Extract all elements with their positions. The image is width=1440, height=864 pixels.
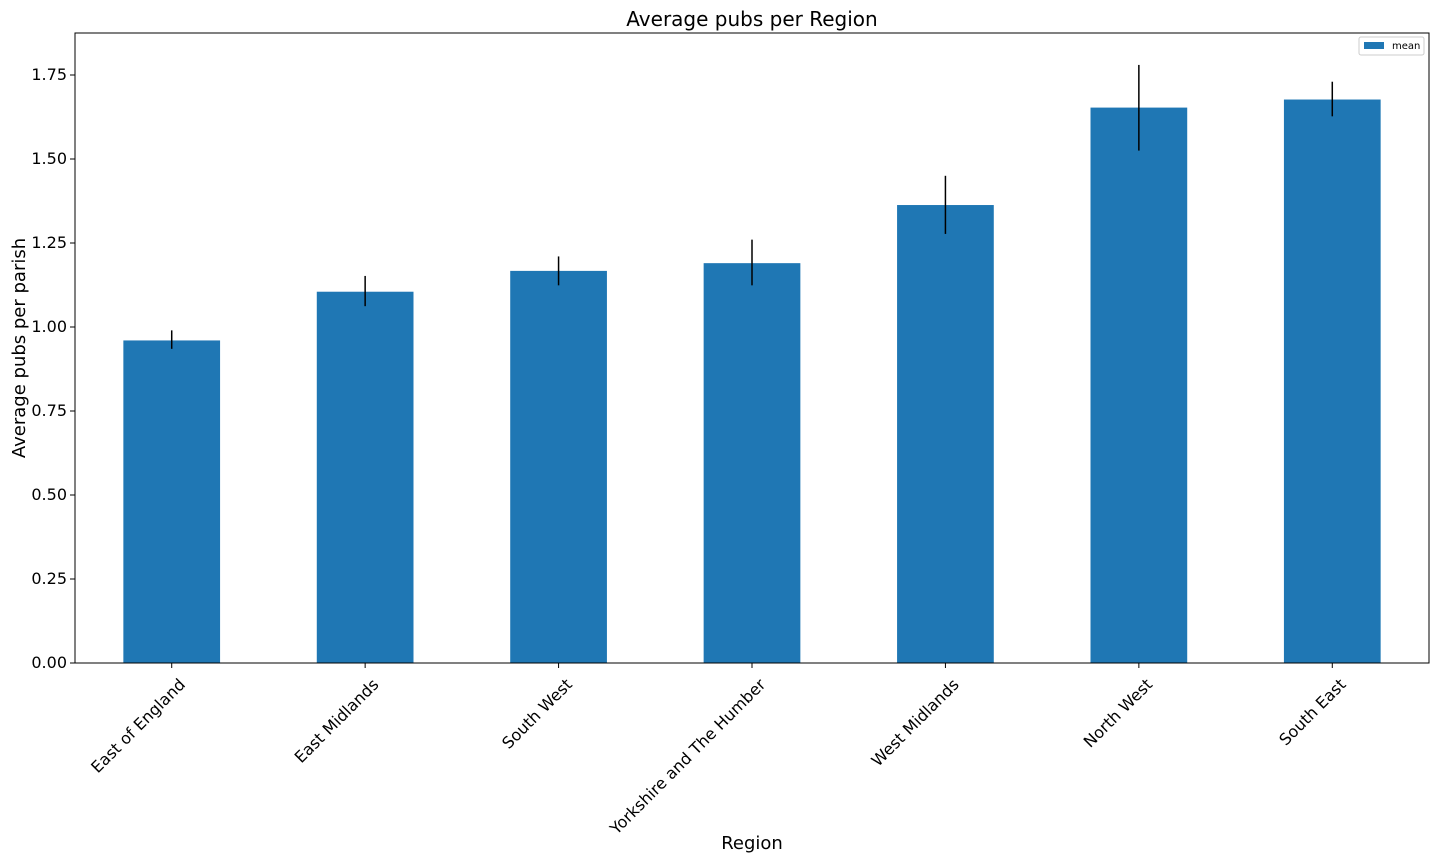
- legend-box: [1358, 36, 1425, 56]
- plot-frame: [74, 32, 1430, 664]
- bars: [123, 99, 1381, 664]
- x-axis: East of England East Midlands South West Yo…: [87, 663, 1350, 839]
- y-axis-title: Average pubs per parish: [9, 238, 30, 458]
- y-tick-label: 0.75: [31, 401, 67, 420]
- x-tick-label: East Midlands: [291, 675, 383, 767]
- x-tick-label: East of England: [87, 675, 189, 777]
- x-tick-label: West Midlands: [867, 675, 962, 770]
- y-tick-label: 0.50: [31, 485, 67, 504]
- y-tick-label: 1.50: [31, 149, 67, 168]
- y-axis: 0.00 0.25 0.50 0.75 1.00 1.25 1.50 1.75: [31, 65, 75, 672]
- bar: [897, 205, 994, 664]
- x-tick-label: South West: [498, 675, 576, 753]
- bar: [316, 291, 414, 663]
- x-tick-label: Yorkshire and The Humber: [605, 675, 769, 839]
- bar: [123, 340, 221, 663]
- y-tick-label: 1.25: [31, 233, 67, 252]
- bar: [1283, 99, 1381, 663]
- legend-label: mean: [1392, 41, 1420, 52]
- bar: [703, 263, 801, 663]
- error-bars: [170, 64, 1334, 349]
- x-tick-label: South East: [1275, 675, 1349, 749]
- x-tick-label: North West: [1080, 675, 1156, 751]
- y-tick-label: 0.00: [31, 653, 67, 672]
- bar: [1090, 107, 1188, 664]
- y-tick-label: 1.00: [31, 317, 67, 336]
- legend: mean: [1358, 36, 1425, 56]
- bar: [510, 270, 607, 663]
- chart-title: Average pubs per Region: [626, 7, 877, 31]
- y-tick-label: 0.25: [31, 569, 67, 588]
- x-axis-title: Region: [721, 833, 783, 854]
- y-tick-label: 1.75: [31, 65, 67, 84]
- legend-swatch: [1364, 42, 1384, 49]
